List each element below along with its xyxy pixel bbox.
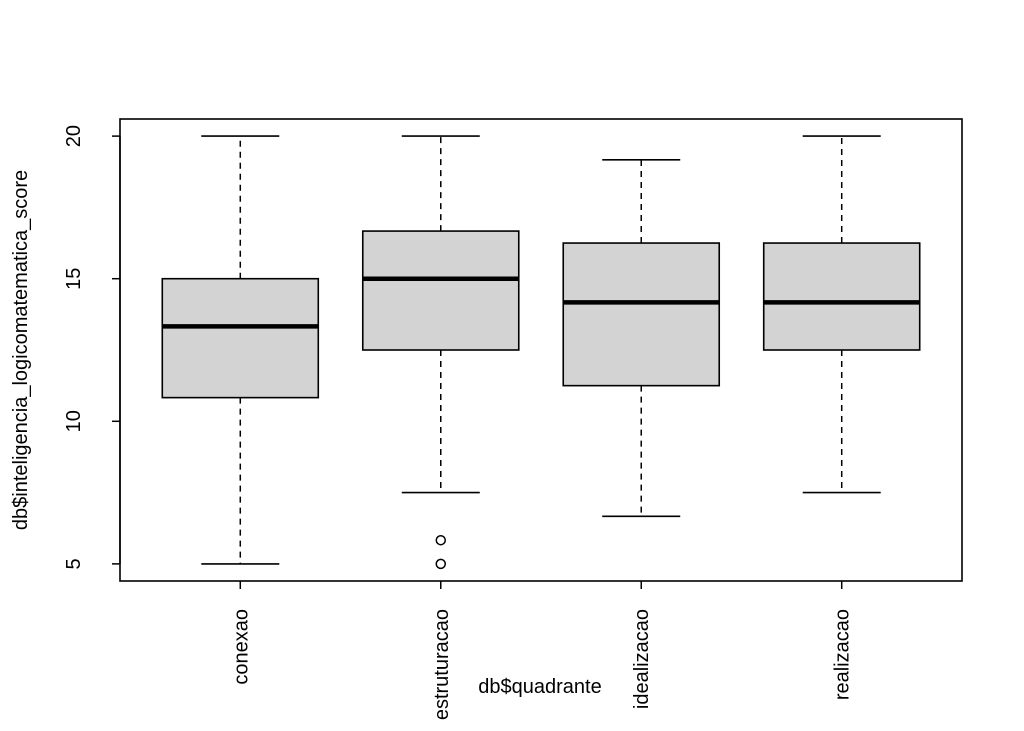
y-tick-label: 5 bbox=[63, 558, 85, 569]
outlier-point bbox=[435, 534, 447, 546]
x-tick-label: conexao bbox=[230, 609, 252, 685]
box-group-estruturacao bbox=[361, 135, 520, 570]
x-tick-label: estruturacao bbox=[431, 609, 453, 720]
y-tick-label: 15 bbox=[63, 268, 85, 290]
box-iqr bbox=[562, 242, 721, 387]
box-iqr bbox=[161, 277, 320, 399]
x-tick-label: realizacao bbox=[832, 609, 854, 700]
box-group-idealizacao bbox=[562, 158, 721, 518]
y-tick-label: 10 bbox=[63, 410, 85, 432]
x-axis-title: db$quadrante bbox=[478, 676, 601, 698]
y-axis-title: db$inteligencia_logicomatematica_score bbox=[10, 170, 32, 530]
outlier-point bbox=[435, 558, 447, 570]
x-tick-label: idealizacao bbox=[631, 609, 653, 709]
box-iqr bbox=[361, 230, 520, 351]
box-group-realizacao bbox=[762, 135, 921, 494]
box-group-conexao bbox=[161, 135, 320, 565]
box-iqr bbox=[762, 242, 921, 351]
y-tick-label: 20 bbox=[63, 125, 85, 147]
